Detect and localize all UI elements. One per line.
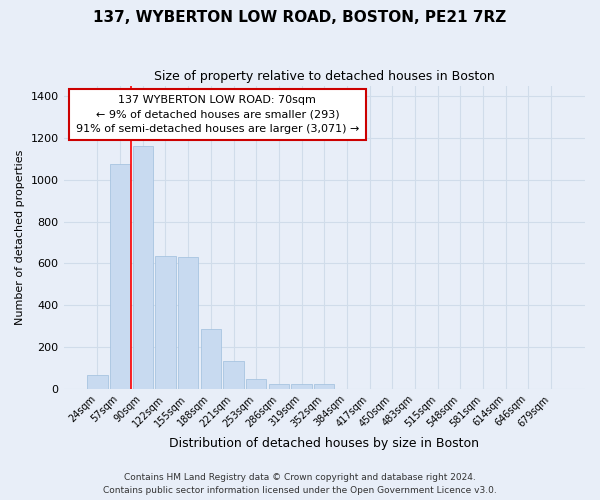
FancyBboxPatch shape	[69, 88, 366, 140]
Y-axis label: Number of detached properties: Number of detached properties	[15, 150, 25, 325]
Bar	[246, 380, 266, 389]
Bar	[155, 256, 176, 389]
Bar	[110, 164, 130, 389]
X-axis label: Distribution of detached houses by size in Boston: Distribution of detached houses by size …	[169, 437, 479, 450]
Bar	[87, 376, 107, 389]
Bar	[133, 146, 153, 389]
Text: 137 WYBERTON LOW ROAD: 70sqm
← 9% of detached houses are smaller (293)
91% of se: 137 WYBERTON LOW ROAD: 70sqm ← 9% of det…	[76, 94, 359, 134]
Bar	[269, 384, 289, 389]
Title: Size of property relative to detached houses in Boston: Size of property relative to detached ho…	[154, 70, 494, 83]
Bar	[178, 257, 199, 389]
Text: Contains HM Land Registry data © Crown copyright and database right 2024.
Contai: Contains HM Land Registry data © Crown c…	[103, 474, 497, 495]
Bar	[314, 384, 334, 389]
Bar	[292, 384, 312, 389]
Bar	[200, 330, 221, 389]
Text: 137, WYBERTON LOW ROAD, BOSTON, PE21 7RZ: 137, WYBERTON LOW ROAD, BOSTON, PE21 7RZ	[94, 10, 506, 25]
Bar	[223, 360, 244, 389]
